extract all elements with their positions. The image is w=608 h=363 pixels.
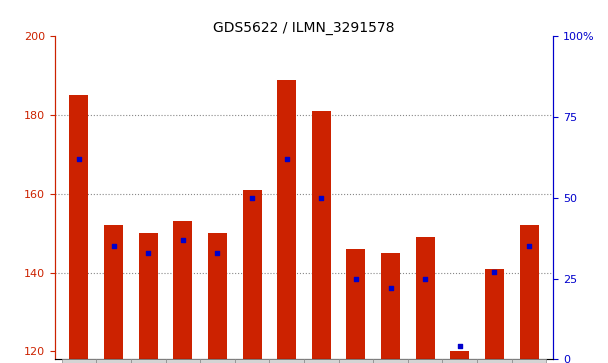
Point [455,343,465,349]
Point [351,276,361,281]
Point [213,250,223,256]
Point [524,244,534,249]
Point [247,195,257,201]
Point [489,269,499,275]
Bar [451,351,469,359]
Bar [104,225,123,359]
Point [178,237,188,243]
Point [109,244,119,249]
Bar [208,233,227,359]
Bar [347,249,365,359]
Bar [173,221,192,359]
Bar [243,190,261,359]
Bar [139,233,157,359]
Bar [277,79,296,359]
Bar [312,111,331,359]
Point [282,156,292,162]
Point [74,156,84,162]
Point [143,250,153,256]
Point [420,276,430,281]
Bar [381,253,400,359]
Bar [69,95,89,359]
Bar [519,225,539,359]
Point [385,285,395,291]
Point [316,195,326,201]
Bar [416,237,435,359]
Title: GDS5622 / ILMN_3291578: GDS5622 / ILMN_3291578 [213,21,395,35]
Bar [485,269,504,359]
